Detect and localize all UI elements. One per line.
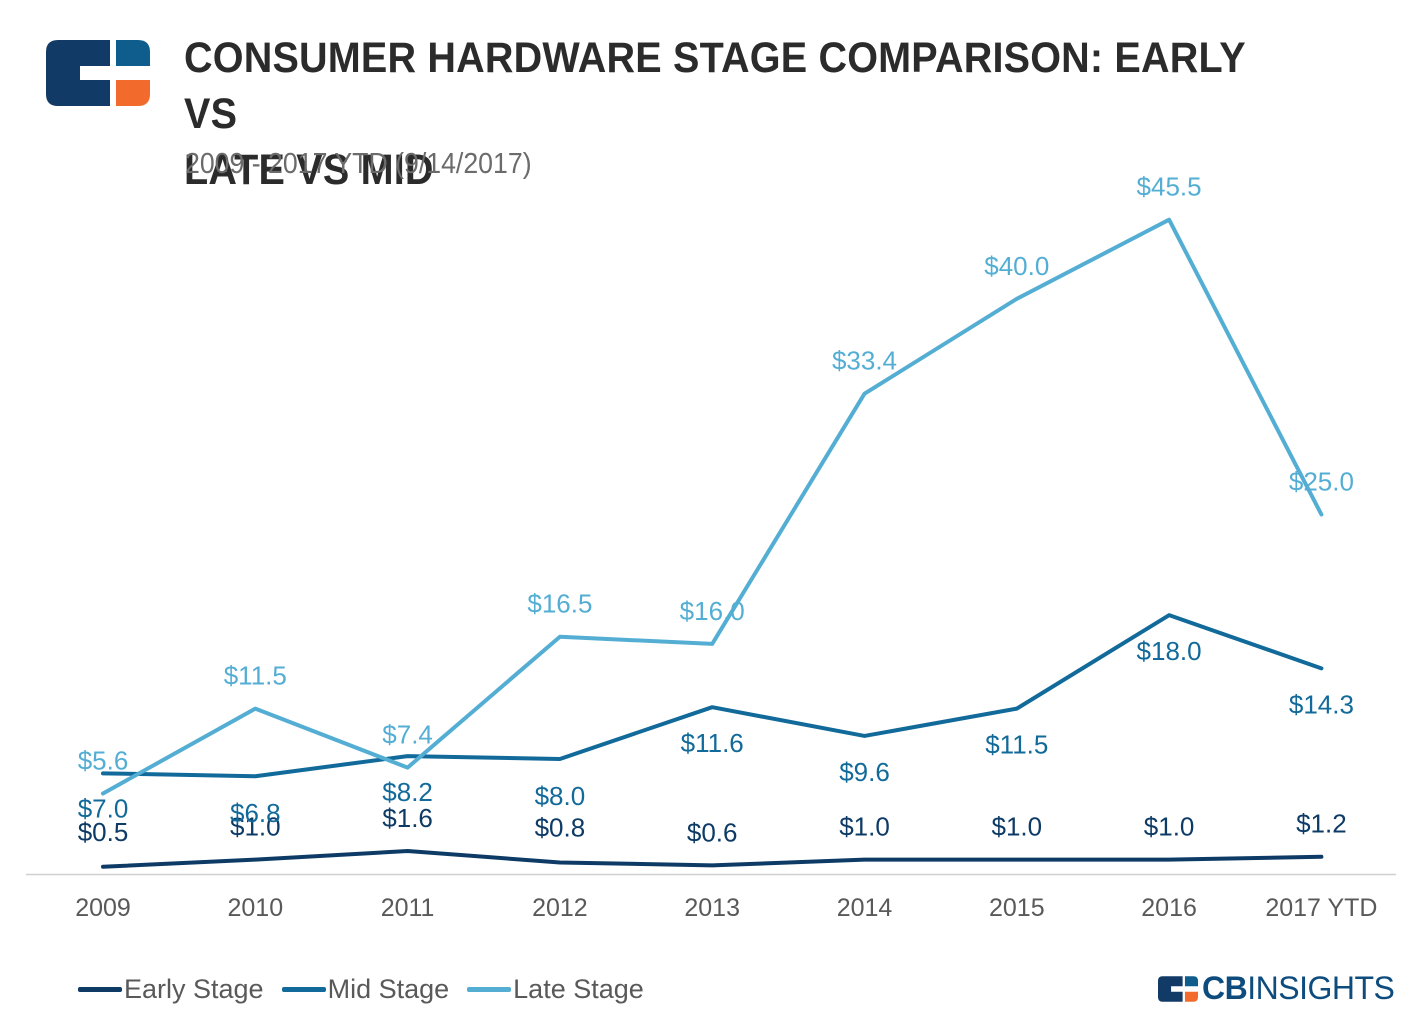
cbinsights-wordmark: CBINSIGHTS bbox=[1202, 970, 1395, 1007]
legend-swatch-early-stage bbox=[78, 987, 122, 992]
data-label-late-stage: $33.4 bbox=[832, 346, 897, 376]
data-label-late-stage: $25.0 bbox=[1289, 467, 1354, 497]
data-label-early-stage: $1.0 bbox=[230, 812, 281, 842]
cbinsights-brand-icon bbox=[1158, 975, 1198, 1002]
data-label-late-stage: $16.5 bbox=[527, 589, 592, 619]
cb-logo-icon bbox=[46, 40, 150, 106]
data-label-early-stage: $0.5 bbox=[78, 817, 129, 847]
chart-subtitle: 2009 - 2017 YTD (9/14/2017) bbox=[185, 148, 532, 180]
x-tick-label: 2009 bbox=[75, 894, 131, 922]
data-label-late-stage: $11.5 bbox=[224, 661, 287, 691]
data-label-early-stage: $1.0 bbox=[991, 812, 1042, 842]
data-label-mid-stage: $9.6 bbox=[839, 757, 890, 787]
series-line-early-stage bbox=[101, 848, 1324, 869]
legend-swatch-late-stage bbox=[467, 987, 512, 992]
legend-item-mid-stage: Mid Stage bbox=[281, 974, 450, 1005]
data-label-mid-stage: $8.2 bbox=[382, 777, 433, 807]
x-tick-label: 2016 bbox=[1141, 894, 1197, 922]
data-label-mid-stage: $7.0 bbox=[78, 793, 129, 823]
data-label-mid-stage: $14.3 bbox=[1289, 689, 1354, 719]
x-tick-label: 2014 bbox=[837, 894, 893, 922]
legend-label-late-stage: Late Stage bbox=[513, 974, 644, 1004]
data-label-early-stage: $1.0 bbox=[1144, 812, 1195, 842]
x-tick-label: 2015 bbox=[989, 894, 1045, 922]
data-label-mid-stage: $8.0 bbox=[535, 781, 586, 811]
legend-label-early-stage: Early Stage bbox=[124, 974, 264, 1004]
series-line-late-stage bbox=[101, 217, 1324, 796]
chart-title-line2: LATE VS MID bbox=[184, 146, 434, 194]
data-label-early-stage: $0.6 bbox=[687, 817, 738, 847]
data-label-late-stage: $16.0 bbox=[680, 596, 745, 626]
x-tick-label: 2017 YTD bbox=[1265, 894, 1377, 922]
x-tick-label: 2011 bbox=[381, 894, 435, 922]
data-label-late-stage: $7.4 bbox=[382, 720, 433, 750]
data-label-mid-stage: $11.6 bbox=[681, 728, 744, 758]
data-label-late-stage: $40.0 bbox=[984, 251, 1049, 281]
data-label-early-stage: $1.0 bbox=[839, 812, 890, 842]
data-label-early-stage: $1.2 bbox=[1296, 809, 1347, 839]
data-label-mid-stage: $6.8 bbox=[230, 798, 281, 828]
chart-title: CONSUMER HARDWARE STAGE COMPARISON: EARL… bbox=[184, 30, 1288, 198]
x-tick-label: 2010 bbox=[227, 894, 283, 922]
legend-swatch-mid-stage bbox=[281, 987, 326, 992]
chart-title-line1: CONSUMER HARDWARE STAGE COMPARISON: EARL… bbox=[184, 34, 1246, 138]
data-label-late-stage: $5.6 bbox=[78, 745, 129, 775]
cbinsights-brand: CBINSIGHTS bbox=[1158, 970, 1395, 1007]
legend-item-early-stage: Early Stage bbox=[78, 974, 264, 1005]
data-label-early-stage: $0.8 bbox=[535, 812, 586, 842]
x-tick-label: 2013 bbox=[684, 894, 740, 922]
data-label-mid-stage: $18.0 bbox=[1137, 636, 1202, 666]
cbinsights-wordmark-rest: INSIGHTS bbox=[1247, 970, 1395, 1006]
data-label-mid-stage: $11.5 bbox=[985, 730, 1048, 760]
legend-item-late-stage: Late Stage bbox=[467, 974, 644, 1005]
cbinsights-wordmark-bold: CB bbox=[1202, 970, 1248, 1006]
x-tick-label: 2012 bbox=[532, 894, 588, 922]
series-line-mid-stage bbox=[101, 613, 1324, 779]
data-label-late-stage: $45.5 bbox=[1137, 172, 1202, 202]
legend-label-mid-stage: Mid Stage bbox=[327, 974, 450, 1004]
data-label-early-stage: $1.6 bbox=[382, 803, 433, 833]
chart-legend: Early Stage Mid Stage Late Stage bbox=[78, 974, 662, 1005]
